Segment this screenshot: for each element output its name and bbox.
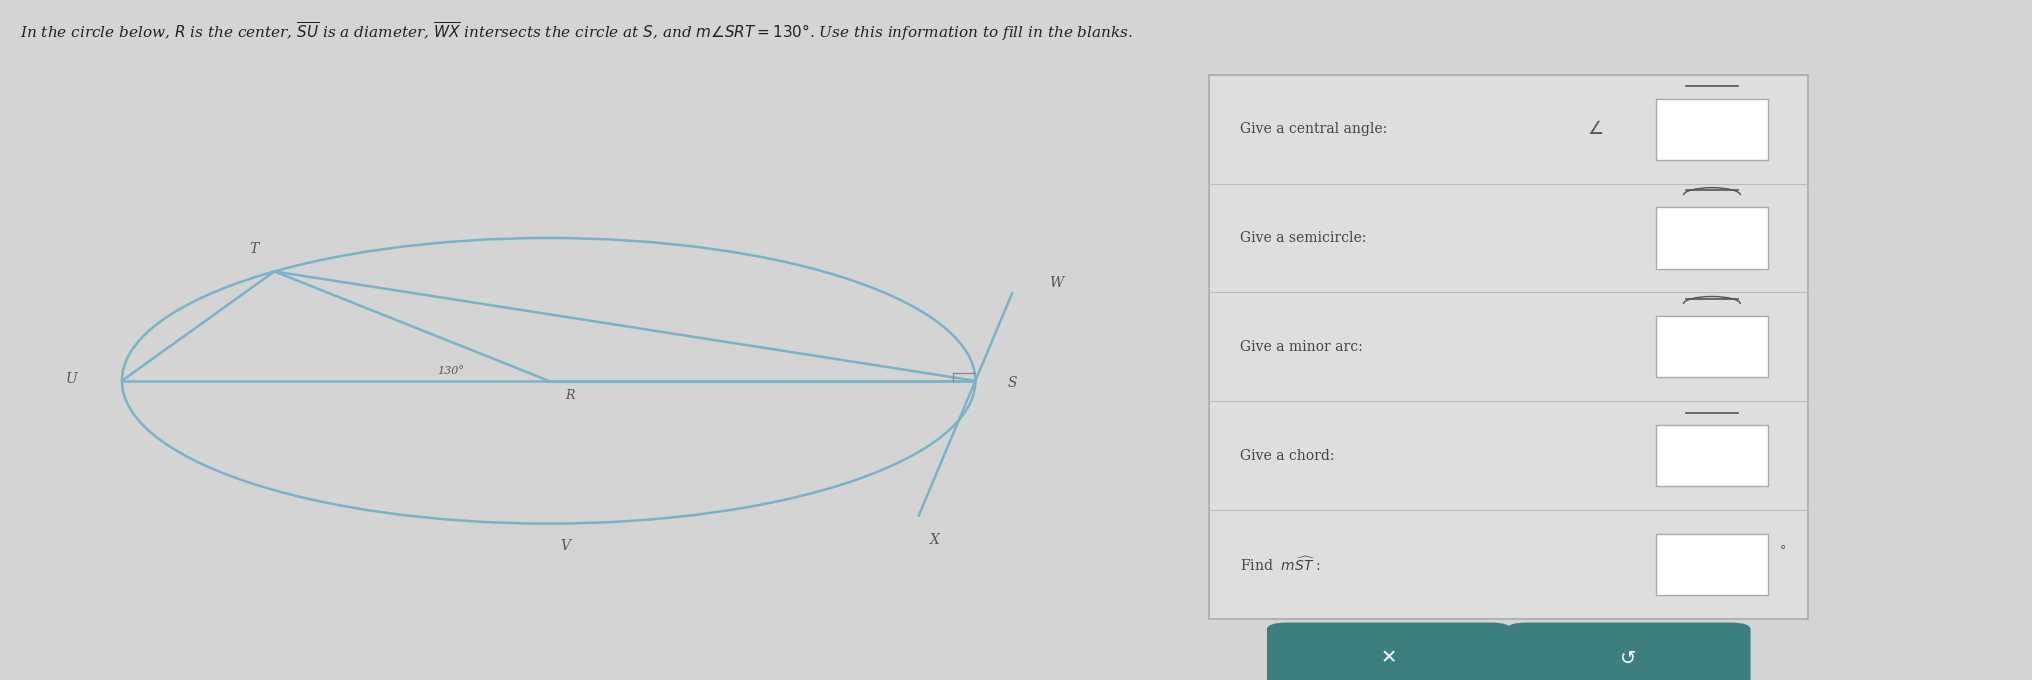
Text: W: W <box>1049 276 1063 290</box>
Text: ↺: ↺ <box>1620 649 1638 668</box>
Text: S: S <box>1008 376 1018 390</box>
Text: Give a semicircle:: Give a semicircle: <box>1240 231 1366 245</box>
Text: Give a central angle:: Give a central angle: <box>1240 122 1386 136</box>
FancyBboxPatch shape <box>1506 623 1750 680</box>
Text: X: X <box>931 533 941 547</box>
Text: $\angle$: $\angle$ <box>1587 120 1603 138</box>
FancyBboxPatch shape <box>1209 75 1808 619</box>
Text: R: R <box>565 389 575 402</box>
FancyBboxPatch shape <box>1656 425 1768 486</box>
Text: V: V <box>561 539 569 553</box>
Text: Give a chord:: Give a chord: <box>1240 449 1335 462</box>
Text: U: U <box>65 372 77 386</box>
Text: Find  $m\widehat{ST}$ :: Find $m\widehat{ST}$ : <box>1240 556 1321 573</box>
Text: °: ° <box>1780 544 1786 557</box>
FancyBboxPatch shape <box>1656 99 1768 160</box>
Text: 130°: 130° <box>437 366 465 375</box>
Text: In the circle below, $R$ is the center, $\overline{SU}$ is a diameter, $\overlin: In the circle below, $R$ is the center, … <box>20 20 1134 44</box>
Text: Give a minor arc:: Give a minor arc: <box>1240 340 1361 354</box>
FancyBboxPatch shape <box>1656 207 1768 269</box>
Text: T: T <box>250 243 258 256</box>
Text: ✕: ✕ <box>1380 649 1398 668</box>
FancyBboxPatch shape <box>1656 534 1768 595</box>
FancyBboxPatch shape <box>1266 623 1510 680</box>
FancyBboxPatch shape <box>1656 316 1768 377</box>
